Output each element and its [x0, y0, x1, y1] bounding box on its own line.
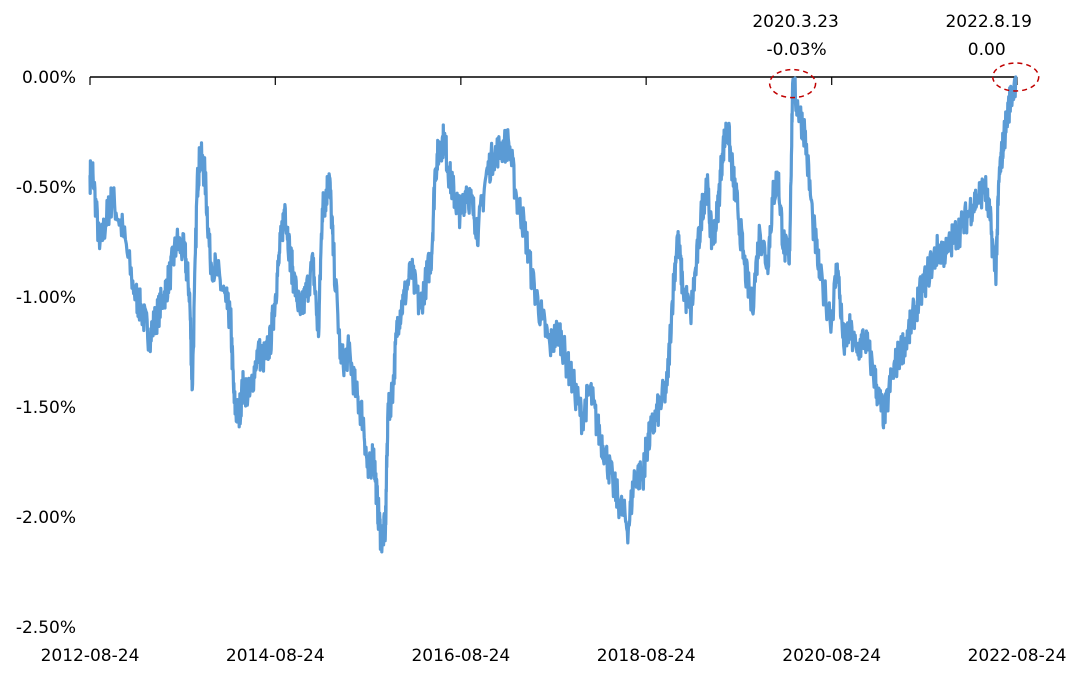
annotation-circle — [991, 62, 1040, 92]
annotation-value-label: 0.00 — [968, 40, 1006, 60]
y-tick-label: -1.50% — [16, 398, 76, 418]
y-tick-label: 0.00% — [22, 68, 76, 88]
annotation-circle — [768, 68, 817, 99]
x-tick-label: 2022-08-24 — [968, 646, 1067, 666]
annotation-value-label: -0.03% — [767, 40, 827, 60]
x-tick-label: 2016-08-24 — [411, 646, 510, 666]
x-tick-label: 2020-08-24 — [782, 646, 881, 666]
x-tick-label: 2012-08-24 — [41, 646, 140, 666]
y-tick-label: -1.00% — [16, 288, 76, 308]
y-tick-label: -2.50% — [16, 618, 76, 638]
x-tick-label: 2018-08-24 — [597, 646, 696, 666]
series-line — [88, 75, 1018, 554]
x-tick-label: 2014-08-24 — [226, 646, 325, 666]
y-tick-label: -0.50% — [16, 178, 76, 198]
annotation-date-label: 2022.8.19 — [945, 12, 1032, 32]
annotation-date-label: 2020.3.23 — [752, 12, 839, 32]
y-tick-label: -2.00% — [16, 508, 76, 528]
